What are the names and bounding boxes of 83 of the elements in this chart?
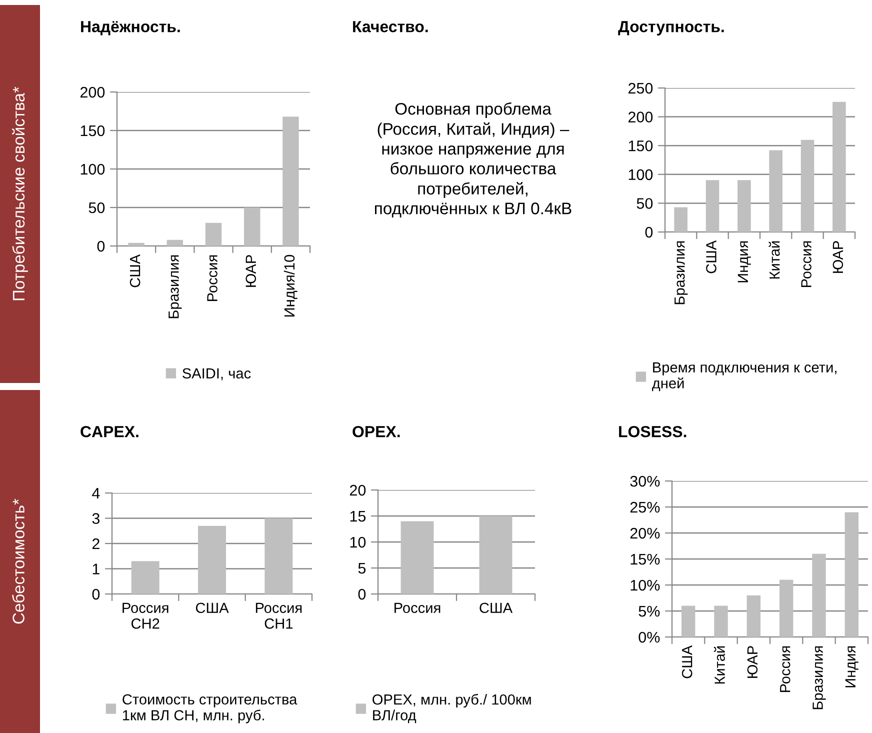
text: Себестоимость*	[12, 498, 24, 624]
y-tick-label: 3	[92, 513, 100, 524]
bar	[674, 207, 688, 232]
bar	[264, 518, 293, 594]
x-tick-label: Китай	[768, 241, 780, 279]
y-tick-label: 50	[88, 202, 105, 214]
x-tick-label: США	[196, 602, 229, 614]
bar	[812, 554, 826, 637]
y-tick-label: 1	[92, 564, 100, 574]
text: Основная проблема (Россия, Китай, Индия) – низкое напряжение для большого количества потребителей, подключённых к ВЛ 0.4кВ	[375, 102, 572, 218]
bar	[131, 561, 160, 594]
x-tick-label: ЮАР	[246, 255, 256, 287]
bar	[205, 222, 222, 246]
y-tick-label: 2	[92, 538, 100, 550]
y-tick-label: 0%	[638, 632, 660, 643]
chart-title: CAPEX.	[80, 426, 138, 438]
y-tick-label: 0	[92, 588, 100, 600]
bar	[769, 150, 782, 232]
y-tick-label: 10%	[630, 580, 660, 591]
bar	[166, 240, 184, 246]
x-tick-label: Индия	[845, 646, 858, 688]
bar	[244, 208, 260, 246]
bar	[681, 606, 696, 637]
y-tick-label: 0	[358, 588, 366, 600]
chart-title: OPEX.	[352, 426, 400, 438]
y-tick-label: 15	[350, 511, 366, 522]
y-tick-label: 200	[80, 86, 105, 98]
bar	[128, 242, 144, 246]
bar	[714, 606, 728, 637]
y-tick-label: 20	[350, 484, 366, 496]
x-tick-label: США	[480, 602, 513, 614]
legend-label: OPEX, млн. руб./ 100км ВЛ/год	[372, 694, 531, 724]
x-tick-label: Индия	[738, 241, 751, 282]
x-tick-label: США	[682, 645, 692, 678]
y-tick-label: 250	[628, 82, 653, 94]
x-tick-label: США	[706, 240, 716, 274]
x-tick-label: Россия	[207, 255, 218, 301]
legend-label: SAIDI, час	[182, 368, 251, 380]
y-tick-label: 25%	[630, 502, 660, 513]
x-tick-label: Россия СН1	[256, 602, 302, 629]
bar	[198, 526, 226, 594]
x-tick-label: ЮАР	[747, 646, 758, 678]
y-tick-label: 4	[92, 488, 100, 499]
legend-label: Стоимость строительства 1км ВЛ СН, млн. руб.	[122, 694, 298, 724]
x-tick-label: Бразилия	[674, 241, 688, 304]
text: Качество.	[353, 21, 428, 32]
bar	[832, 102, 846, 232]
chart-title: LOSESS.	[619, 426, 686, 438]
bar	[779, 580, 794, 637]
chart-title: Доступность.	[618, 21, 724, 36]
x-tick-label: Россия	[394, 602, 440, 614]
bar	[706, 180, 720, 232]
y-tick-label: 20%	[630, 528, 660, 539]
bar	[844, 512, 859, 637]
y-tick-label: 15%	[630, 554, 660, 565]
y-tick-label: 10	[350, 536, 366, 548]
x-tick-label: ЮАР	[832, 241, 844, 273]
y-tick-label: 30%	[630, 476, 660, 487]
y-tick-label: 100	[628, 169, 653, 180]
y-tick-label: 150	[80, 125, 105, 136]
y-tick-label: 200	[628, 112, 653, 122]
x-tick-label: Бразилия	[168, 255, 182, 318]
y-tick-label: 100	[80, 164, 105, 175]
x-tick-label: Бразилия	[812, 646, 826, 710]
y-tick-label: 5%	[638, 606, 660, 617]
bar	[746, 595, 761, 637]
x-tick-label: Россия	[801, 241, 812, 287]
text: Потребительские свойства*	[12, 86, 28, 300]
chart-title: Надёжность.	[81, 21, 180, 36]
x-tick-label: Россия	[780, 646, 790, 692]
bar	[282, 116, 299, 246]
y-tick-label: 5	[358, 563, 366, 574]
y-tick-label: 150	[628, 140, 653, 152]
bar	[738, 180, 751, 232]
y-tick-label: 50	[636, 198, 653, 209]
x-tick-label: Россия СН2	[122, 602, 168, 629]
bar	[800, 140, 814, 232]
legend-label: Время подключения к сети, дней	[652, 362, 836, 392]
y-tick-label: 0	[645, 226, 653, 238]
y-tick-label: 0	[97, 240, 105, 252]
x-tick-label: Индия/10	[284, 254, 298, 316]
x-tick-label: Китай	[714, 646, 725, 684]
x-tick-label: США	[130, 254, 140, 288]
